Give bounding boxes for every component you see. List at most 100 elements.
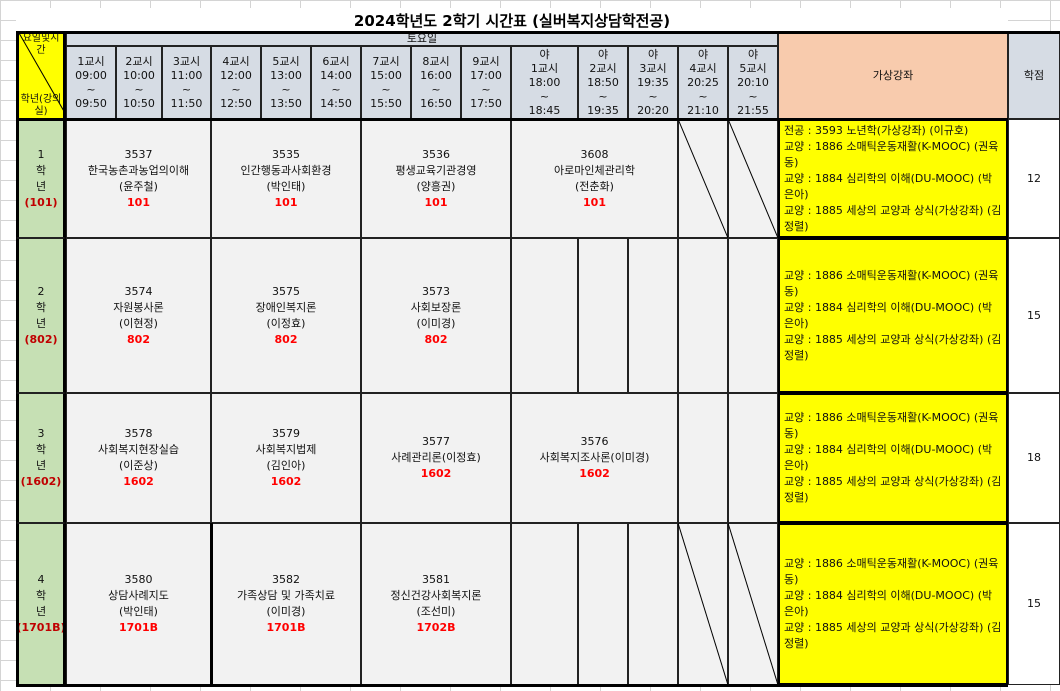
period-text: 21:55 [737,103,769,117]
virtual-course-cell[interactable]: 교양 : 1886 소매틱운동재활(K-MOOC) (권육동) 교양 : 1884… [778,238,1008,393]
credits-value: 15 [1027,597,1041,610]
course-room: 101 [424,195,448,209]
course-code: 3580 [124,573,153,586]
period-text: 2교시 [589,61,617,75]
empty-cell [678,523,728,685]
period-text: 09:50 [75,96,107,110]
empty-cell [728,238,778,393]
period-text: ~ [748,89,758,103]
course-professor: (이미경) [416,316,456,330]
course-cell[interactable]: 3535 인간행동과사회환경 (박인태) 101 [211,119,361,238]
period-header-11: 야 2교시 18:50 ~19:35 [578,46,628,119]
period-text: 13:00 [270,68,302,82]
course-professor: (김인아) [266,459,306,472]
virtual-course-item: 교양 : 1884 심리학의 이해(DU-MOOC) (박은아) [784,589,993,618]
period-header-8: 8교시 16:00 ~16:50 [411,46,461,119]
virtual-course-cell[interactable]: 교양 : 1886 소매틱운동재활(K-MOOC) (권육동) 교양 : 1884… [778,523,1008,685]
period-header-12: 야 3교시 19:35 ~20:20 [628,46,678,119]
virtual-course-item: 교양 : 1885 세상의 교양과 상식(가상강좌) (김정렬) [784,332,1002,362]
grade-text: 년 [35,459,47,472]
period-text: 4교시 [222,54,250,68]
period-text: 2교시 [125,54,153,68]
course-professor: (양흥권) [416,179,456,193]
day-label: 토요일 [406,32,438,45]
period-text: ~ [181,82,192,96]
virtual-course-cell[interactable]: 교양 : 1886 소매틱운동재활(K-MOOC) (권육동) 교양 : 1884… [778,393,1008,523]
period-text: 8교시 [422,54,450,68]
period-text: ~ [431,82,441,96]
period-header-1: 1교시 09:00 ~09:50 [66,46,116,119]
course-cell[interactable]: 3575 장애인복지론 (이정효) 802 [211,238,361,393]
course-professor: (이정효) [266,316,306,330]
grade-cell-4: 4 학 년 (1701B) [16,523,66,685]
period-text: 12:50 [220,96,252,110]
course-cell[interactable]: 3577 사례관리론(이정효) 1602 [361,393,511,523]
period-text: 18:50 [587,75,619,89]
thick-border [16,31,1060,34]
grade-text: 2 [37,284,45,298]
period-header-9: 9교시 17:00 ~17:50 [461,46,511,119]
period-text: ~ [481,82,491,96]
course-cell[interactable]: 3576 사회복지조사론(이미경) 1602 [511,393,678,523]
credits-cell: 18 [1008,393,1060,523]
grade-text: 학 [35,589,47,602]
period-text: 18:45 [528,103,561,117]
course-code: 3536 [422,147,450,161]
course-cell[interactable]: 3608 아로마인체관리학 (전춘화) 101 [511,119,678,238]
course-cell[interactable]: 3579 사회복지법제 (김인아) 1602 [211,393,361,523]
period-text: 21:10 [687,103,719,117]
credits-header-label: 학점 [1023,68,1045,82]
course-code: 3573 [422,284,450,298]
course-cell[interactable]: 3582 가족상담 및 가족치료 (이미경) 1701B [211,523,361,685]
course-code: 3575 [272,284,300,298]
virtual-course-cell[interactable]: 전공 : 3593 노년학(가상강좌) (이규호) 교양 : 1886 소매틱운동… [778,119,1008,238]
empty-cell [511,523,578,685]
course-cell[interactable]: 3581 정신건강사회복지론 (조선미) 1702B [361,523,511,685]
virtual-course-item: 전공 : 3593 노년학(가상강좌) (이규호) [784,123,969,137]
course-cell[interactable]: 3573 사회보장론 (이미경) 802 [361,238,511,393]
course-code: 3577 [422,435,450,448]
course-room: 101 [583,195,606,209]
period-text: 15:00 [370,68,402,82]
course-cell[interactable]: 3574 자원봉사론 (이현정) 802 [66,238,211,393]
course-cell[interactable]: 3537 한국농촌과농업의이해 (윤주철) 101 [66,119,211,238]
grade-cell-2: 2 학 년 (802) [16,238,66,393]
period-text: 19:35 [637,75,669,89]
period-text: 11:50 [170,96,203,110]
virtual-header-label: 가상강좌 [872,68,914,82]
period-text: 3교시 [172,54,201,68]
credits-value: 15 [1027,308,1041,322]
course-name: 사회보장론 [410,300,462,314]
corner-top-label: 요일및시간 [22,33,60,56]
course-room: 1701B [266,621,306,634]
period-text: ~ [648,89,658,103]
grade-cell-3: 3 학 년 (1602) [16,393,66,523]
grade-text: 년 [35,316,47,330]
period-text: 5교시 [739,61,767,75]
period-header-2: 2교시 10:00 ~10:50 [116,46,162,119]
virtual-course-item: 교양 : 1884 심리학의 이해(DU-MOOC) (박은아) [784,300,993,330]
course-cell[interactable]: 3536 평생교육기관경영 (양흥권) 101 [361,119,511,238]
course-room: 1602 [420,467,452,480]
course-professor: (박인태) [119,605,158,618]
course-cell[interactable]: 3578 사회복지현장실습 (이준상) 1602 [66,393,211,523]
period-text: 4교시 [689,61,717,75]
course-room: 1602 [579,467,610,480]
course-professor: (이현정) [119,316,158,330]
empty-cell [628,238,678,393]
period-text: 1교시 [530,61,559,75]
grade-text: 학 [35,443,47,456]
course-cell[interactable]: 3580 상담사례지도 (박인태) 1701B [66,523,211,685]
period-header-5: 5교시 13:00 ~13:50 [261,46,311,119]
period-text: ~ [231,82,241,96]
course-code: 3608 [580,147,609,161]
period-text: 5교시 [272,54,300,68]
period-text: 야 [747,47,759,61]
period-header-3: 3교시 11:00 ~11:50 [162,46,211,119]
period-header-6: 6교시 14:00 ~14:50 [311,46,361,119]
course-name: 장애인복지론 [255,300,317,314]
period-text: 10:00 [123,68,155,82]
course-code: 3582 [272,573,300,586]
period-text: 10:50 [123,96,155,110]
thick-border [16,118,1008,121]
